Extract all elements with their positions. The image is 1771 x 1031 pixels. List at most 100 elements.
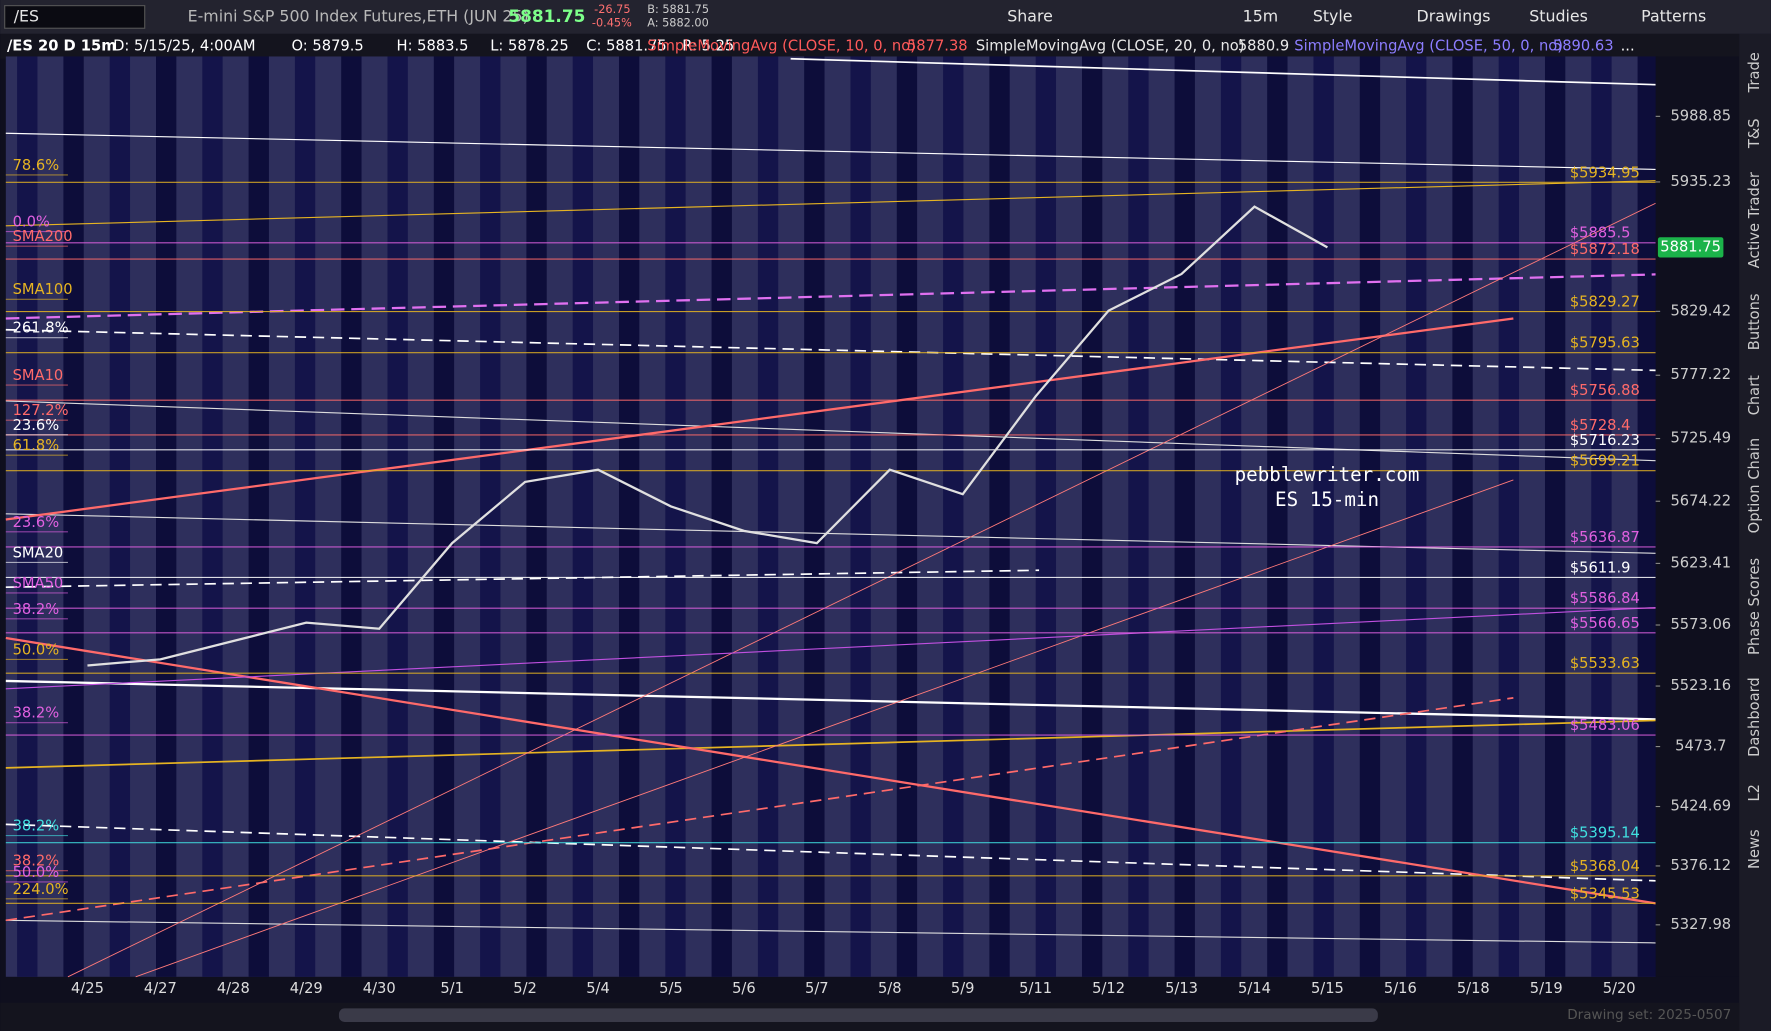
y-tick-label: 5988.85 (1670, 107, 1731, 124)
ask: A: 5882.00 (647, 17, 709, 30)
stripe (248, 56, 269, 977)
stripe (572, 56, 594, 977)
trend-line (5, 132, 1656, 170)
symbol-box[interactable] (4, 5, 146, 29)
level-label: $5533.63 (1570, 655, 1640, 672)
trend-line (5, 823, 1656, 882)
stripe (1544, 56, 1566, 977)
header-item: C: 5881.75 (586, 37, 667, 54)
side-tab[interactable]: News (1746, 829, 1763, 869)
x-tick-label: 5/6 (732, 980, 756, 997)
side-tab[interactable]: Phase Scores (1746, 558, 1763, 655)
side-tab[interactable]: Dashboard (1746, 677, 1763, 757)
stripe (387, 56, 408, 977)
x-tick-label: 5/1 (440, 980, 464, 997)
fib-label: SMA100 (13, 281, 73, 298)
y-tick-label: 5777.22 (1670, 366, 1731, 383)
y-tick-label: 5623.41 (1670, 554, 1731, 571)
stripe (1081, 56, 1103, 977)
symbol[interactable]: /ES (14, 6, 39, 25)
trend-line (5, 719, 1656, 769)
fib-label: 38.2% (13, 705, 60, 722)
fib-label: SMA10 (13, 367, 64, 384)
price-line (87, 205, 1328, 667)
header-item: R: 5.25 (682, 37, 734, 54)
side-panel (1739, 33, 1771, 1031)
x-tick-label: 5/12 (1092, 980, 1125, 997)
x-tick-label: 5/18 (1457, 980, 1490, 997)
toolbar-button[interactable]: 15m (1243, 6, 1279, 25)
stripe (896, 56, 918, 977)
fib-label: 38.2% (13, 853, 60, 870)
toolbar-buttons: Share 15m Style Drawings Studies Patterns (1007, 6, 1706, 25)
price-series (87, 205, 1328, 667)
side-tab[interactable]: Trade (1746, 52, 1763, 93)
level-label: $5566.65 (1570, 615, 1640, 632)
trend-line (5, 328, 1656, 372)
toolbar-button[interactable]: Patterns (1641, 6, 1706, 25)
scrollbar[interactable] (338, 1008, 1378, 1022)
header-item: D: 5/15/25, 4:00AM (113, 37, 255, 54)
trend-line (5, 679, 1656, 721)
x-tick-label: 4/25 (71, 980, 104, 997)
last-price-label: 5881.75 (1660, 238, 1721, 255)
level-label: $5611.9 (1570, 559, 1631, 576)
stripe (526, 56, 547, 977)
session-stripes (17, 56, 1658, 977)
axes: 5327.98 5376.12 5424.69 5473.7 5523.16 5573.0… (71, 107, 1731, 997)
x-tick-label: 5/15 (1311, 980, 1344, 997)
y-tick-label: 5725.49 (1670, 430, 1731, 447)
trend-line (135, 479, 1514, 978)
toolbar-button[interactable]: Share (1007, 6, 1053, 25)
levels: $5934.95 $5885.5$5872.18 $5829.27 $5795.63 $… (5, 157, 1656, 904)
y-tick-label: 5473.7 (1675, 738, 1726, 755)
plot-area (5, 56, 1656, 977)
toolbar-button[interactable]: Drawings (1417, 6, 1491, 25)
level-label: $5395.14 (1570, 825, 1640, 842)
fib-label: 61.8% (13, 437, 60, 454)
header-item: H: 5883.5 (397, 37, 469, 54)
side-tab[interactable]: Chart (1746, 375, 1763, 416)
side-tab[interactable]: Option Chain (1746, 438, 1763, 534)
trend-line (67, 202, 1656, 978)
stripe (63, 56, 84, 977)
side-tab[interactable]: L2 (1746, 784, 1763, 802)
trend-line (5, 636, 1656, 905)
side-tab[interactable]: T&S (1746, 118, 1763, 149)
level-label: $5368.04 (1570, 858, 1640, 875)
fib-label: 23.6% (13, 514, 60, 531)
x-tick-label: 5/2 (513, 980, 537, 997)
stripe (1452, 56, 1473, 977)
header-item: O: 5879.5 (292, 37, 364, 54)
x-tick-label: 4/28 (217, 980, 250, 997)
stripe (1591, 56, 1612, 977)
y-tick-label: 5327.98 (1670, 916, 1731, 933)
trend-line (5, 400, 1656, 462)
y-tick-label: 5376.12 (1670, 857, 1731, 874)
stripe (1637, 56, 1658, 977)
level-label: $5872.18 (1570, 241, 1640, 258)
x-tick-label: 5/7 (805, 980, 829, 997)
level-label: $5716.23 (1570, 432, 1640, 449)
side-tab[interactable]: Active Trader (1746, 171, 1763, 268)
stripe (341, 56, 362, 977)
stripe (1220, 56, 1242, 977)
fib-label: SMA50 (13, 575, 64, 592)
x-tick-label: 5/5 (659, 980, 683, 997)
x-tick-label: 5/20 (1603, 980, 1636, 997)
trend-line (5, 606, 1656, 690)
stripe (1267, 56, 1288, 977)
stripe (665, 56, 686, 977)
study-name: SimpleMovingAvg (CLOSE, 10, 0, no) (647, 37, 916, 54)
toolbar-button[interactable]: Style (1313, 6, 1353, 25)
toolbar-button[interactable]: Studies (1529, 6, 1588, 25)
fib-label: SMA20 (13, 544, 64, 561)
level-label: $5483.06 (1570, 717, 1640, 734)
x-tick-label: 5/13 (1165, 980, 1198, 997)
stripe (757, 56, 779, 977)
stripe (433, 56, 455, 977)
side-tab[interactable]: Buttons (1746, 293, 1763, 350)
level-label: $5728.4 (1570, 417, 1631, 434)
fib-label: 127.2% (13, 402, 69, 419)
